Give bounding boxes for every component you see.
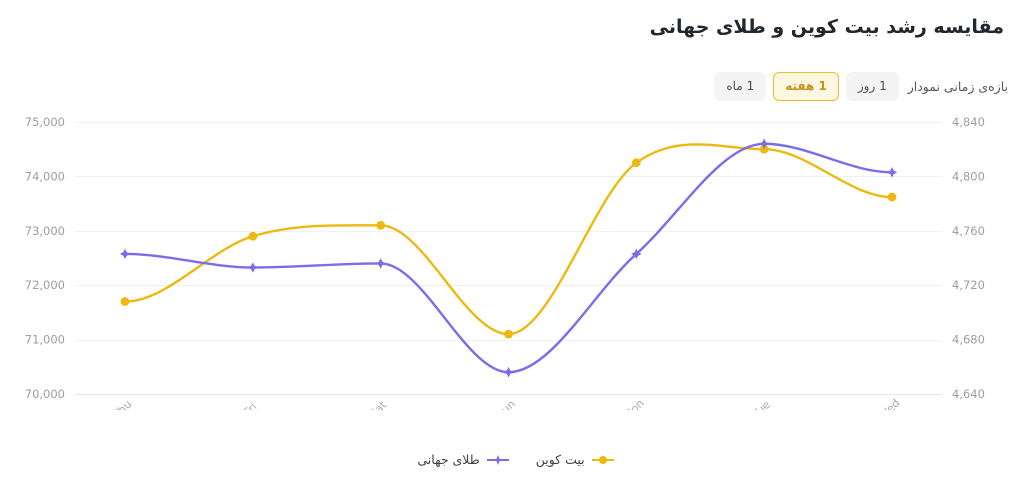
data-point-marker[interactable] bbox=[631, 248, 642, 260]
data-point-marker[interactable] bbox=[375, 258, 386, 269]
left-axis-tick-label: 71,000 bbox=[25, 333, 65, 347]
chart-canvas[interactable]: 70,000 71,000 72,000 73,000 74,000 75,000 4,64… bbox=[0, 100, 1032, 410]
right-axis-tick-label: 4,640 bbox=[952, 387, 985, 401]
data-point-marker[interactable] bbox=[631, 158, 641, 168]
left-axis-tick-label: 72,000 bbox=[25, 278, 65, 292]
right-axis-tick-label: 4,760 bbox=[952, 224, 985, 238]
data-point-marker[interactable] bbox=[119, 248, 131, 260]
legend-item-bitcoin[interactable]: بیت کوین bbox=[536, 452, 615, 468]
data-point-marker[interactable] bbox=[120, 297, 130, 306]
data-point-marker[interactable] bbox=[886, 167, 898, 178]
page-title: مقایسه رشد بیت کوین و طلای جهانی bbox=[649, 16, 1004, 38]
data-point-marker[interactable] bbox=[247, 262, 259, 273]
series-line bbox=[123, 143, 894, 336]
x-axis-tick-label: Fri bbox=[241, 400, 259, 410]
legend-label-bitcoin: بیت کوین bbox=[535, 452, 585, 467]
chart-plot-area: 70,000 71,000 72,000 73,000 74,000 75,000 4,64… bbox=[0, 100, 1032, 410]
right-axis-tick-label: 4,720 bbox=[952, 278, 985, 292]
left-axis-tick-label: 73,000 bbox=[25, 224, 65, 238]
data-point-marker[interactable] bbox=[759, 144, 769, 154]
data-point-marker[interactable] bbox=[758, 138, 770, 149]
range-button-1-week[interactable]: 1 هفته bbox=[773, 72, 839, 101]
range-button-1-month[interactable]: 1 ماه bbox=[714, 72, 767, 101]
range-button-1-day[interactable]: 1 روز bbox=[845, 72, 899, 101]
data-point-marker[interactable] bbox=[248, 231, 258, 241]
legend-label-gold: طلای جهانی bbox=[417, 452, 480, 467]
right-axis-tick-label: 4,840 bbox=[952, 115, 985, 129]
x-axis-tick-label: Mon bbox=[621, 397, 647, 410]
left-axis-tick-label: 75,000 bbox=[25, 115, 65, 129]
series-bitcoin bbox=[120, 143, 897, 339]
legend-marker-circle-icon bbox=[591, 456, 614, 464]
time-range-selector: بازه‌ی زمانی نمودار 1 روز 1 هفته 1 ماه bbox=[714, 72, 1008, 101]
x-axis-tick-label: Tue bbox=[750, 398, 773, 410]
legend-item-gold[interactable]: طلای جهانی bbox=[417, 452, 509, 468]
data-point-marker[interactable] bbox=[376, 220, 386, 230]
chart-legend: بیت کوین طلای جهانی bbox=[0, 452, 1032, 468]
legend-marker-star-icon bbox=[486, 454, 509, 466]
left-axis-tick-label: 74,000 bbox=[25, 169, 65, 183]
data-point-marker[interactable] bbox=[504, 329, 513, 339]
right-axis-tick-label: 4,800 bbox=[952, 169, 985, 183]
x-axis-tick-label: Sun bbox=[494, 398, 518, 410]
series-gold bbox=[119, 138, 898, 378]
right-axis-tick-label: 4,680 bbox=[952, 333, 985, 347]
x-axis-tick-label: Sat bbox=[367, 398, 389, 410]
data-point-marker[interactable] bbox=[503, 367, 514, 378]
time-range-label: بازه‌ی زمانی نمودار bbox=[907, 78, 1008, 94]
left-axis-tick-label: 70,000 bbox=[25, 387, 65, 401]
x-axis-tick-label: Thu bbox=[110, 398, 135, 410]
data-point-marker[interactable] bbox=[887, 192, 897, 202]
x-axis-tick-label: Wed bbox=[876, 396, 902, 410]
